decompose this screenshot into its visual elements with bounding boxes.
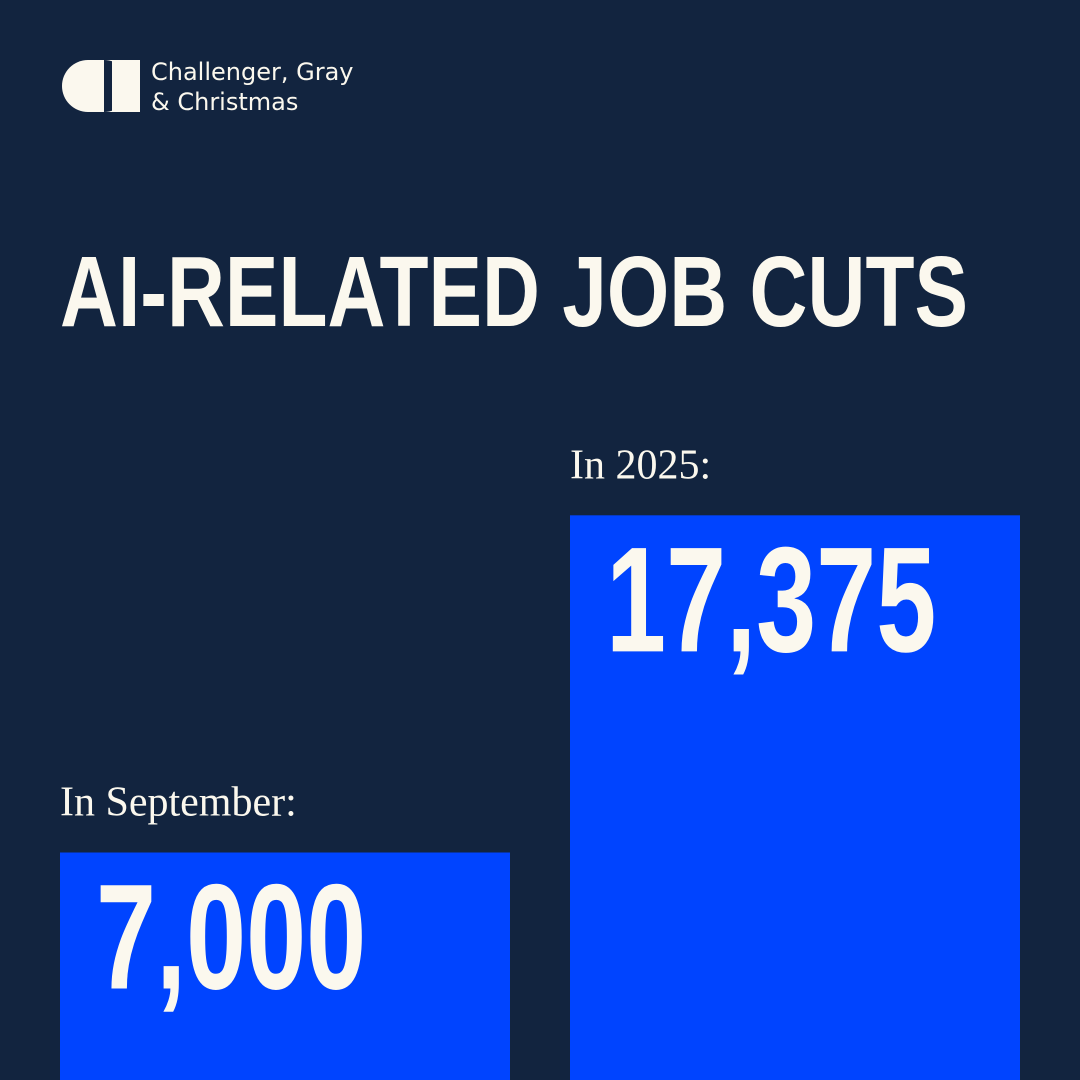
- category-label: In September:: [60, 780, 297, 826]
- value-label-group: 17,375: [606, 516, 936, 684]
- bar: [570, 515, 1020, 1080]
- brand-line: Challenger, Gray: [151, 58, 354, 86]
- bar: [60, 852, 510, 1080]
- logo-bar: [112, 60, 140, 112]
- brand-line: & Christmas: [151, 88, 298, 116]
- category-label: In 2025:: [570, 442, 711, 488]
- value-label-group: 7,000: [96, 853, 366, 1021]
- chart-title: AI-RELATED JOB CUTS: [60, 236, 968, 348]
- logo: [62, 60, 140, 112]
- value-label: 7,000: [96, 853, 366, 1021]
- value-label: 17,375: [606, 516, 936, 684]
